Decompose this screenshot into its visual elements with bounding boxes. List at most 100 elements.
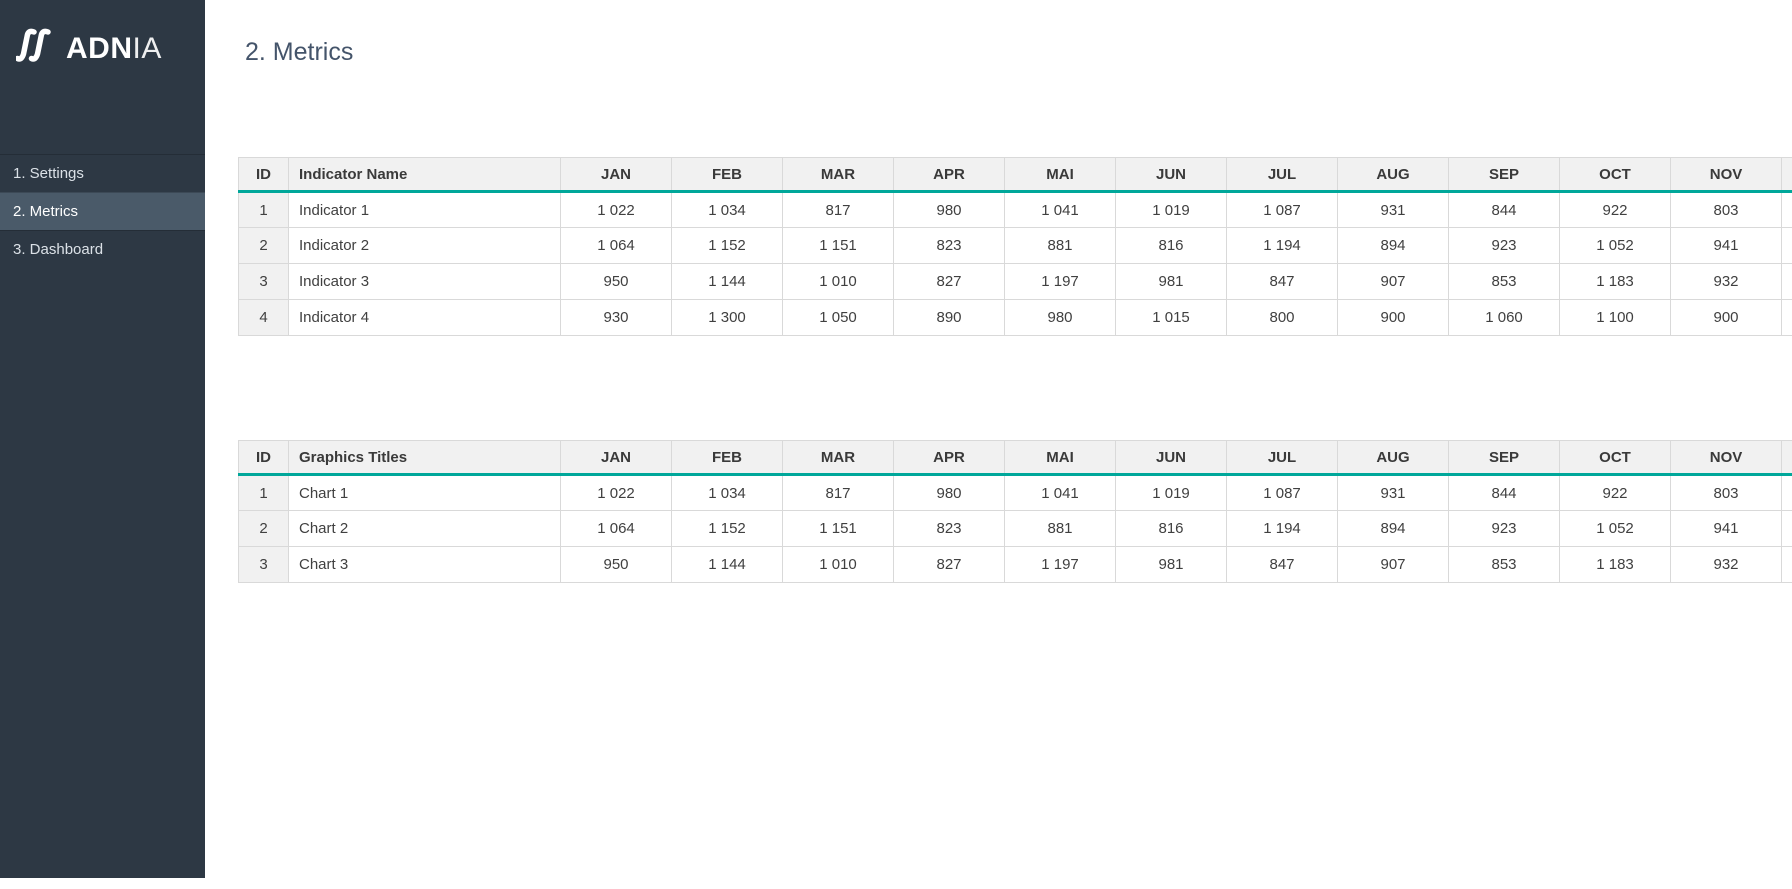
month-value-cell[interactable]: 923 — [1448, 510, 1560, 547]
month-value-cell[interactable]: 1 034 — [671, 191, 783, 228]
month-value-cell[interactable]: 1 087 — [1226, 474, 1338, 511]
month-value-cell[interactable]: 950 — [560, 546, 672, 583]
month-value-cell[interactable]: 1 034 — [671, 474, 783, 511]
month-value-cell[interactable]: 900 — [1337, 299, 1449, 336]
month-value-cell[interactable]: 1 010 — [782, 546, 894, 583]
logo-text-light: IA — [132, 31, 162, 65]
month-value-cell[interactable]: 981 — [1115, 263, 1227, 300]
month-value-cell[interactable]: 930 — [560, 299, 672, 336]
month-value-cell[interactable]: 847 — [1226, 263, 1338, 300]
month-value-cell[interactable]: 823 — [893, 510, 1005, 547]
month-value-cell[interactable]: 980 — [893, 191, 1005, 228]
month-value-cell[interactable]: 980 — [893, 474, 1005, 511]
month-value-cell[interactable]: 1 052 — [1559, 227, 1671, 264]
month-value-cell[interactable]: 941 — [1670, 510, 1782, 547]
month-column-header: AUG — [1337, 440, 1449, 476]
month-value-cell[interactable]: 1 022 — [560, 474, 672, 511]
month-value-cell[interactable]: 1 052 — [1559, 510, 1671, 547]
month-value-cell[interactable]: 823 — [893, 227, 1005, 264]
chart-name-cell[interactable]: Chart 3 — [288, 546, 561, 583]
month-value-cell[interactable]: 932 — [1670, 263, 1782, 300]
indicator-name-cell[interactable]: Indicator 3 — [288, 263, 561, 300]
month-value-cell[interactable]: 1 151 — [782, 227, 894, 264]
month-value-cell[interactable]: 1 041 — [1004, 191, 1116, 228]
month-value-cell[interactable]: 847 — [1226, 546, 1338, 583]
month-value-cell[interactable]: 981 — [1115, 546, 1227, 583]
month-value-cell[interactable]: 894 — [1337, 227, 1449, 264]
month-column-header: JUN — [1115, 440, 1227, 476]
month-value-cell[interactable]: 1 100 — [1559, 299, 1671, 336]
month-value-cell[interactable]: 1 300 — [671, 299, 783, 336]
indicator-name-cell[interactable]: Indicator 1 — [288, 191, 561, 228]
month-value-cell[interactable]: 1 194 — [1226, 227, 1338, 264]
month-value-cell[interactable]: 881 — [1004, 227, 1116, 264]
month-value-cell[interactable]: 1 010 — [782, 263, 894, 300]
month-value-cell[interactable]: 1 087 — [1226, 191, 1338, 228]
month-value-cell[interactable]: 922 — [1559, 474, 1671, 511]
month-value-cell[interactable]: 890 — [893, 299, 1005, 336]
month-value-cell[interactable]: 816 — [1115, 227, 1227, 264]
month-value-cell[interactable]: 803 — [1670, 191, 1782, 228]
month-value-cell[interactable]: 844 — [1448, 474, 1560, 511]
month-value-cell[interactable]: 853 — [1448, 263, 1560, 300]
month-value-cell[interactable]: 907 — [1337, 546, 1449, 583]
chart-name-cell[interactable]: Chart 2 — [288, 510, 561, 547]
indicator-name-cell[interactable]: Indicator 2 — [288, 227, 561, 264]
chart-name-cell[interactable]: Chart 1 — [288, 474, 561, 511]
month-value-cell[interactable]: 1 019 — [1115, 191, 1227, 228]
sidebar-item-metrics[interactable]: 2. Metrics — [0, 192, 205, 230]
month-column-header: SEP — [1448, 440, 1560, 476]
month-value-cell[interactable]: 827 — [893, 546, 1005, 583]
month-value-cell[interactable]: 853 — [1448, 546, 1560, 583]
month-value-cell[interactable]: 894 — [1337, 510, 1449, 547]
sidebar-item-dashboard[interactable]: 3. Dashboard — [0, 230, 205, 268]
month-value-cell[interactable]: 803 — [1670, 474, 1782, 511]
header-row: ID Graphics Titles JAN FEB MAR APR MAI JUN JUL AU… — [238, 440, 1792, 476]
month-value-cell[interactable]: 932 — [1670, 546, 1782, 583]
month-value-cell[interactable]: 1 064 — [560, 227, 672, 264]
month-value-cell[interactable]: 816 — [1115, 510, 1227, 547]
month-value-cell[interactable]: 980 — [1004, 299, 1116, 336]
month-value-cell[interactable]: 1 041 — [1004, 474, 1116, 511]
month-value-cell[interactable]: 931 — [1337, 474, 1449, 511]
month-value-cell[interactable]: 1 152 — [671, 510, 783, 547]
month-value-cell[interactable]: 931 — [1337, 191, 1449, 228]
month-value-cell[interactable]: 1 015 — [1115, 299, 1227, 336]
month-value-cell[interactable]: 900 — [1670, 299, 1782, 336]
month-value-cell[interactable]: 1 194 — [1226, 510, 1338, 547]
month-value-cell[interactable]: 1 019 — [1115, 474, 1227, 511]
month-value-cell[interactable]: 1 197 — [1004, 263, 1116, 300]
indicator-name-cell[interactable]: Indicator 4 — [288, 299, 561, 336]
sidebar-item-settings[interactable]: 1. Settings — [0, 154, 205, 192]
month-value-cell[interactable]: 1 151 — [782, 510, 894, 547]
month-value-cell[interactable]: 817 — [782, 191, 894, 228]
month-column-header: MAR — [782, 440, 894, 476]
month-column-header: AUG — [1337, 157, 1449, 193]
month-column-header: NOV — [1670, 440, 1782, 476]
month-value-cell[interactable]: 800 — [1226, 299, 1338, 336]
month-value-cell[interactable]: 950 — [560, 263, 672, 300]
month-value-cell[interactable]: 1 050 — [782, 299, 894, 336]
month-value-cell[interactable]: 1 144 — [671, 263, 783, 300]
month-value-cell[interactable]: 1 060 — [1448, 299, 1560, 336]
month-value-cell[interactable]: 1 183 — [1559, 263, 1671, 300]
month-value-cell[interactable]: 907 — [1337, 263, 1449, 300]
month-value-cell[interactable]: 922 — [1559, 191, 1671, 228]
month-value-cell[interactable]: 1 064 — [560, 510, 672, 547]
month-value-cell[interactable]: 923 — [1448, 227, 1560, 264]
month-value-cell[interactable]: 1 144 — [671, 546, 783, 583]
month-value-cell[interactable]: 881 — [1004, 510, 1116, 547]
month-value-cell[interactable]: 844 — [1448, 191, 1560, 228]
month-value-cell[interactable]: 1 197 — [1004, 546, 1116, 583]
month-column-header: JUL — [1226, 440, 1338, 476]
month-column-header: JUN — [1115, 157, 1227, 193]
month-value-cell[interactable]: 827 — [893, 263, 1005, 300]
clipped-cell — [1781, 191, 1792, 228]
month-value-cell[interactable]: 1 022 — [560, 191, 672, 228]
month-value-cell[interactable]: 1 183 — [1559, 546, 1671, 583]
month-value-cell[interactable]: 1 152 — [671, 227, 783, 264]
month-value-cell[interactable]: 817 — [782, 474, 894, 511]
month-value-cell[interactable]: 941 — [1670, 227, 1782, 264]
